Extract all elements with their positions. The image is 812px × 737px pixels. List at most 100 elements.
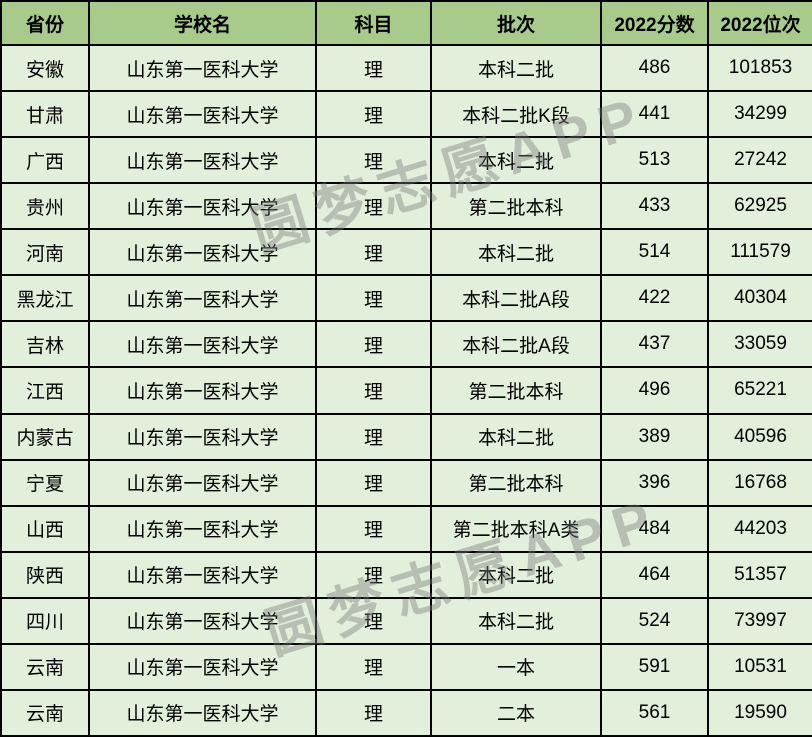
cell-score-2022: 464 — [600, 550, 709, 599]
column-header-score-2022: 2022分数 — [600, 0, 709, 46]
cell-province: 内蒙古 — [0, 412, 90, 461]
cell-score-2022: 513 — [600, 136, 709, 185]
cell-score-2022: 437 — [600, 320, 709, 369]
cell-school: 山东第一医科大学 — [88, 596, 317, 645]
table-row: 安徽 山东第一医科大学理本科二批 486 101853 — [0, 43, 812, 93]
cell-batch: 本科二批 — [430, 596, 602, 645]
cell-rank-2022: 34299 — [707, 90, 812, 139]
cell-score-2022: 441 — [600, 90, 709, 139]
cell-score-2022: 484 — [600, 504, 709, 553]
cell-batch: 二本 — [430, 688, 602, 737]
cell-score-2022: 389 — [600, 412, 709, 461]
table-row: 黑龙江 山东第一医科大学理本科二批A段 422 40304 — [0, 274, 812, 323]
cell-school: 山东第一医科大学 — [88, 320, 317, 369]
cell-rank-2022: 73997 — [707, 596, 812, 645]
cell-rank-2022: 19590 — [707, 688, 812, 737]
cell-school: 山东第一医科大学 — [88, 412, 317, 461]
table-row: 甘肃 山东第一医科大学理本科二批K段 441 34299 — [0, 90, 812, 139]
cell-province: 四川 — [0, 596, 90, 645]
cell-school: 山东第一医科大学 — [88, 550, 317, 599]
cell-province: 云南 — [0, 688, 90, 737]
cell-score-2022: 561 — [600, 688, 709, 737]
cell-subject: 理 — [315, 366, 432, 415]
cell-province: 江西 — [0, 366, 90, 415]
cell-batch: 第二批本科 — [430, 182, 602, 231]
column-header-rank-2022: 2022位次 — [707, 0, 812, 46]
cell-province: 山西 — [0, 504, 90, 553]
table-row: 内蒙古 山东第一医科大学理本科二批 389 40596 — [0, 412, 812, 461]
cell-rank-2022: 101853 — [707, 43, 812, 93]
cell-rank-2022: 40596 — [707, 412, 812, 461]
cell-subject: 理 — [315, 412, 432, 461]
cell-subject: 理 — [315, 504, 432, 553]
table-row: 吉林 山东第一医科大学理本科二批A段 437 33059 — [0, 320, 812, 369]
cell-province: 陕西 — [0, 550, 90, 599]
cell-batch: 第二批本科A类 — [430, 504, 602, 553]
cell-province: 贵州 — [0, 182, 90, 231]
cell-school: 山东第一医科大学 — [88, 366, 317, 415]
cell-rank-2022: 51357 — [707, 550, 812, 599]
cell-rank-2022: 111579 — [707, 228, 812, 277]
cell-score-2022: 433 — [600, 182, 709, 231]
cell-province: 宁夏 — [0, 458, 90, 507]
cell-school: 山东第一医科大学 — [88, 90, 317, 139]
cell-rank-2022: 65221 — [707, 366, 812, 415]
cell-subject: 理 — [315, 90, 432, 139]
cell-batch: 本科二批A段 — [430, 274, 602, 323]
cell-school: 山东第一医科大学 — [88, 228, 317, 277]
cell-score-2022: 422 — [600, 274, 709, 323]
table-body: 安徽 山东第一医科大学理本科二批 486 101853 甘肃 山东第一医科大学理本科二批K… — [0, 43, 812, 737]
cell-rank-2022: 27242 — [707, 136, 812, 185]
cell-school: 山东第一医科大学 — [88, 136, 317, 185]
cell-score-2022: 486 — [600, 43, 709, 93]
cell-score-2022: 591 — [600, 642, 709, 691]
cell-rank-2022: 40304 — [707, 274, 812, 323]
table-header: 省份 学校名 科目 批次 2022分数 2022位次 — [0, 0, 812, 46]
table-row: 山西 山东第一医科大学理第二批本科A类 484 44203 — [0, 504, 812, 553]
cell-subject: 理 — [315, 228, 432, 277]
cell-batch: 本科二批 — [430, 550, 602, 599]
column-header-school: 学校名 — [88, 0, 317, 46]
cell-score-2022: 496 — [600, 366, 709, 415]
cell-subject: 理 — [315, 596, 432, 645]
cell-subject: 理 — [315, 274, 432, 323]
table-row: 四川 山东第一医科大学理本科二批 524 73997 — [0, 596, 812, 645]
cell-batch: 第二批本科 — [430, 458, 602, 507]
cell-school: 山东第一医科大学 — [88, 504, 317, 553]
cell-subject: 理 — [315, 43, 432, 93]
cell-province: 吉林 — [0, 320, 90, 369]
cell-batch: 本科二批 — [430, 228, 602, 277]
cell-province: 广西 — [0, 136, 90, 185]
cell-rank-2022: 16768 — [707, 458, 812, 507]
cell-batch: 本科二批 — [430, 43, 602, 93]
cell-subject: 理 — [315, 320, 432, 369]
cell-school: 山东第一医科大学 — [88, 458, 317, 507]
cell-school: 山东第一医科大学 — [88, 688, 317, 737]
cell-batch: 本科二批K段 — [430, 90, 602, 139]
cell-rank-2022: 33059 — [707, 320, 812, 369]
cell-subject: 理 — [315, 688, 432, 737]
cell-subject: 理 — [315, 136, 432, 185]
table-row: 河南 山东第一医科大学理本科二批 514 111579 — [0, 228, 812, 277]
cell-score-2022: 396 — [600, 458, 709, 507]
cell-rank-2022: 44203 — [707, 504, 812, 553]
cell-school: 山东第一医科大学 — [88, 182, 317, 231]
cell-province: 甘肃 — [0, 90, 90, 139]
cell-school: 山东第一医科大学 — [88, 642, 317, 691]
column-header-province: 省份 — [0, 0, 90, 46]
cell-province: 安徽 — [0, 43, 90, 93]
table-row: 云南 山东第一医科大学理二本 561 19590 — [0, 688, 812, 737]
cell-batch: 第二批本科 — [430, 366, 602, 415]
cell-rank-2022: 62925 — [707, 182, 812, 231]
table-row: 广西 山东第一医科大学理本科二批 513 27242 — [0, 136, 812, 185]
table-row: 宁夏 山东第一医科大学理第二批本科 396 16768 — [0, 458, 812, 507]
cell-subject: 理 — [315, 550, 432, 599]
table-row: 江西 山东第一医科大学理第二批本科 496 65221 — [0, 366, 812, 415]
table-row: 云南 山东第一医科大学理一本 591 10531 — [0, 642, 812, 691]
cell-province: 河南 — [0, 228, 90, 277]
cell-batch: 本科二批 — [430, 136, 602, 185]
cell-province: 云南 — [0, 642, 90, 691]
column-header-subject: 科目 — [315, 0, 432, 46]
cell-rank-2022: 10531 — [707, 642, 812, 691]
